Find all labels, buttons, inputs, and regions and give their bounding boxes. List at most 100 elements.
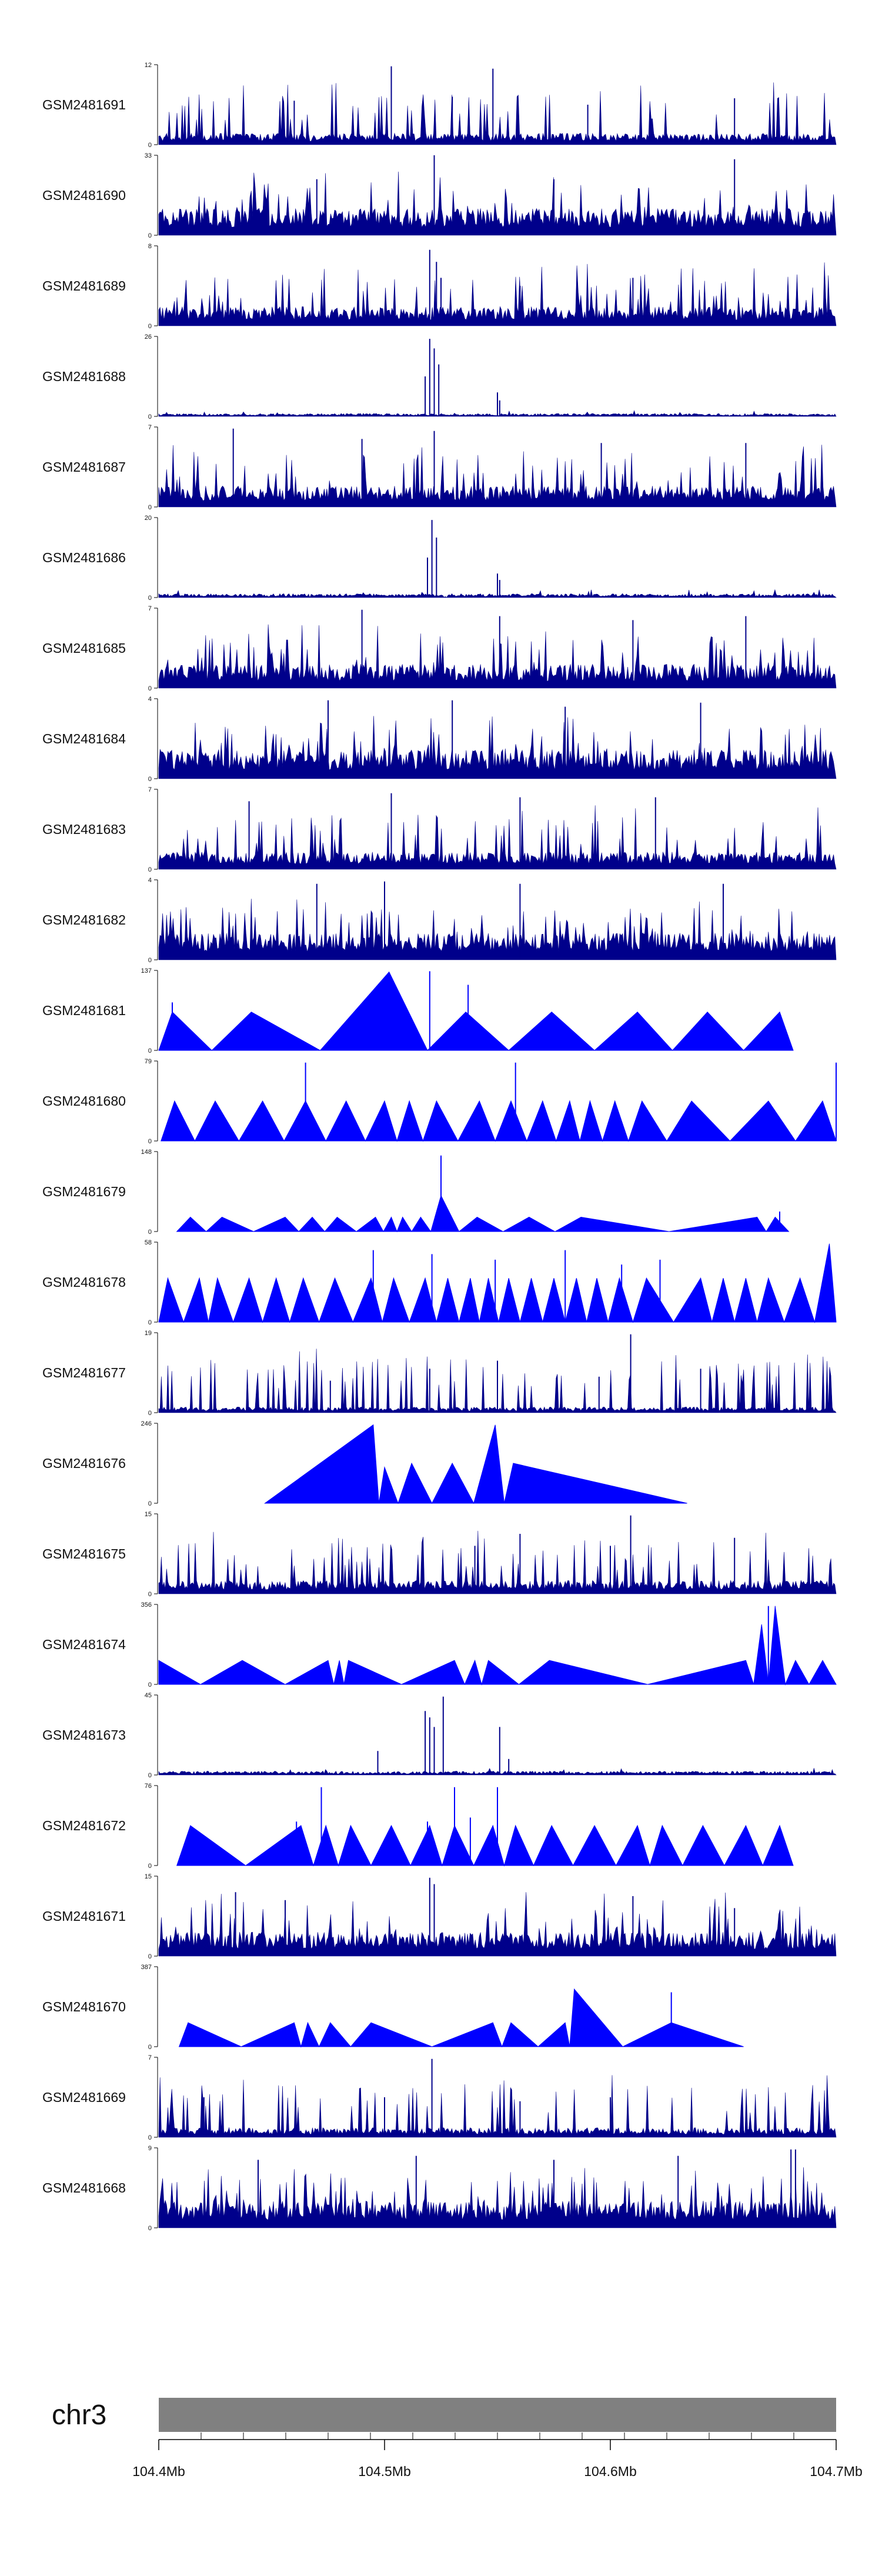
y-tick-label-zero: 0: [148, 323, 152, 330]
y-tick-label-zero: 0: [148, 413, 152, 421]
signal-area: [158, 716, 837, 779]
y-tick-label-max: 7: [148, 424, 152, 431]
y-tick-label-max: 33: [145, 152, 152, 159]
y-tick-label-max: 246: [141, 1420, 152, 1427]
track-label: GSM2481689: [42, 278, 126, 293]
signal-area: [158, 624, 837, 689]
y-tick-label-zero: 0: [148, 1953, 152, 1960]
y-tick-label-max: 137: [141, 967, 152, 975]
signal-area: [158, 82, 837, 145]
y-tick-label-max: 148: [141, 1149, 152, 1156]
track-label: GSM2481684: [42, 731, 126, 746]
signal-area: [176, 1824, 794, 1867]
y-tick-label-max: 4: [148, 696, 152, 703]
y-tick-label-max: 356: [141, 1601, 152, 1609]
signal-area: [158, 1243, 837, 1323]
track: GSM2481668 9 0: [42, 2145, 837, 2232]
track-label: GSM2481685: [42, 640, 126, 656]
track: GSM2481674 356 0: [42, 1601, 837, 1689]
y-tick-label-zero: 0: [148, 1863, 152, 1870]
track: GSM2481672 76 0: [42, 1783, 794, 1870]
track: GSM2481683 7 0: [42, 786, 837, 873]
y-tick-label-zero: 0: [148, 1047, 152, 1055]
signal-area: [158, 262, 837, 326]
track-label: GSM2481679: [42, 1184, 126, 1199]
y-tick-label-zero: 0: [148, 232, 152, 239]
track: GSM2481681 137 0: [42, 967, 794, 1055]
track: GSM2481684 4 0: [42, 696, 837, 783]
y-tick-label-zero: 0: [148, 2044, 152, 2051]
y-tick-label-max: 12: [145, 62, 152, 69]
x-tick-label: 104.4Mb: [132, 2464, 185, 2479]
signal-area: [158, 1530, 837, 1594]
y-tick-label-zero: 0: [148, 142, 152, 149]
y-tick-label-zero: 0: [148, 504, 152, 511]
signal-area: [178, 1988, 744, 2048]
y-tick-label-zero: 0: [148, 1681, 152, 1689]
track: GSM2481675 15 0: [42, 1511, 837, 1598]
y-tick-label-zero: 0: [148, 2225, 152, 2232]
chromosome-ideogram: [159, 2398, 836, 2432]
track-label: GSM2481670: [42, 1999, 126, 2014]
track-label: GSM2481677: [42, 1365, 126, 1380]
track-label: GSM2481686: [42, 550, 126, 565]
x-tick-label: 104.5Mb: [358, 2464, 411, 2479]
signal-area: [161, 1100, 837, 1142]
track-label: GSM2481678: [42, 1274, 126, 1290]
signal-area: [158, 2075, 837, 2138]
track-label: GSM2481682: [42, 912, 126, 927]
signal-area: [263, 1424, 687, 1504]
track: GSM2481682 4 0: [42, 877, 837, 964]
track-label: GSM2481688: [42, 369, 126, 384]
signal-area: [158, 1768, 837, 1776]
y-tick-label-zero: 0: [148, 2134, 152, 2141]
track: GSM2481689 8 0: [42, 243, 837, 330]
y-tick-label-max: 58: [145, 1239, 152, 1246]
y-tick-label-zero: 0: [148, 1138, 152, 1145]
signal-area: [158, 805, 837, 870]
track-label: GSM2481690: [42, 188, 126, 203]
track-label: GSM2481680: [42, 1093, 126, 1109]
track-label: GSM2481672: [42, 1818, 126, 1833]
y-tick-label-zero: 0: [148, 957, 152, 964]
signal-area: [158, 971, 794, 1051]
track: GSM2481679 148 0: [42, 1149, 790, 1236]
track: GSM2481680 79 0: [42, 1058, 837, 1145]
track: GSM2481686 20 0: [42, 515, 837, 602]
y-tick-label-max: 19: [145, 1330, 152, 1337]
y-tick-label-zero: 0: [148, 776, 152, 783]
y-tick-label-zero: 0: [148, 1772, 152, 1779]
signal-area: [176, 1194, 790, 1233]
track: GSM2481687 7 0: [42, 424, 837, 511]
track-label: GSM2481674: [42, 1637, 126, 1652]
track: GSM2481678 58 0: [42, 1239, 837, 1326]
y-tick-label-zero: 0: [148, 1591, 152, 1598]
signal-area: [158, 899, 837, 960]
track-label: GSM2481687: [42, 459, 126, 475]
track-label: GSM2481676: [42, 1456, 126, 1471]
track: GSM2481690 33 0: [42, 152, 837, 239]
y-tick-label-zero: 0: [148, 595, 152, 602]
track-label: GSM2481675: [42, 1546, 126, 1561]
track-label: GSM2481671: [42, 1908, 126, 1924]
track: GSM2481671 15 0: [42, 1873, 837, 1960]
y-tick-label-zero: 0: [148, 1229, 152, 1236]
x-tick-label: 104.7Mb: [810, 2464, 863, 2479]
y-tick-label-max: 9: [148, 2145, 152, 2152]
y-tick-label-max: 15: [145, 1873, 152, 1880]
y-tick-label-zero: 0: [148, 1500, 152, 1507]
data-tracks: GSM2481691120GSM2481690330GSM248168980GS…: [42, 62, 837, 2232]
track-label: GSM2481681: [42, 1003, 126, 1018]
signal-area: [158, 445, 837, 508]
x-tick-label: 104.6Mb: [584, 2464, 637, 2479]
y-tick-label-max: 15: [145, 1511, 152, 1518]
y-tick-label-max: 26: [145, 333, 152, 341]
track-label: GSM2481668: [42, 2180, 126, 2195]
y-tick-label-max: 387: [141, 1964, 152, 1971]
track-label: GSM2481673: [42, 1727, 126, 1743]
genome-axis: chr3 104.4Mb 104.5Mb 104.6Mb 104.7Mb: [52, 2398, 863, 2479]
y-tick-label-max: 76: [145, 1783, 152, 1790]
track-label: GSM2481683: [42, 822, 126, 837]
y-tick-label-zero: 0: [148, 685, 152, 692]
